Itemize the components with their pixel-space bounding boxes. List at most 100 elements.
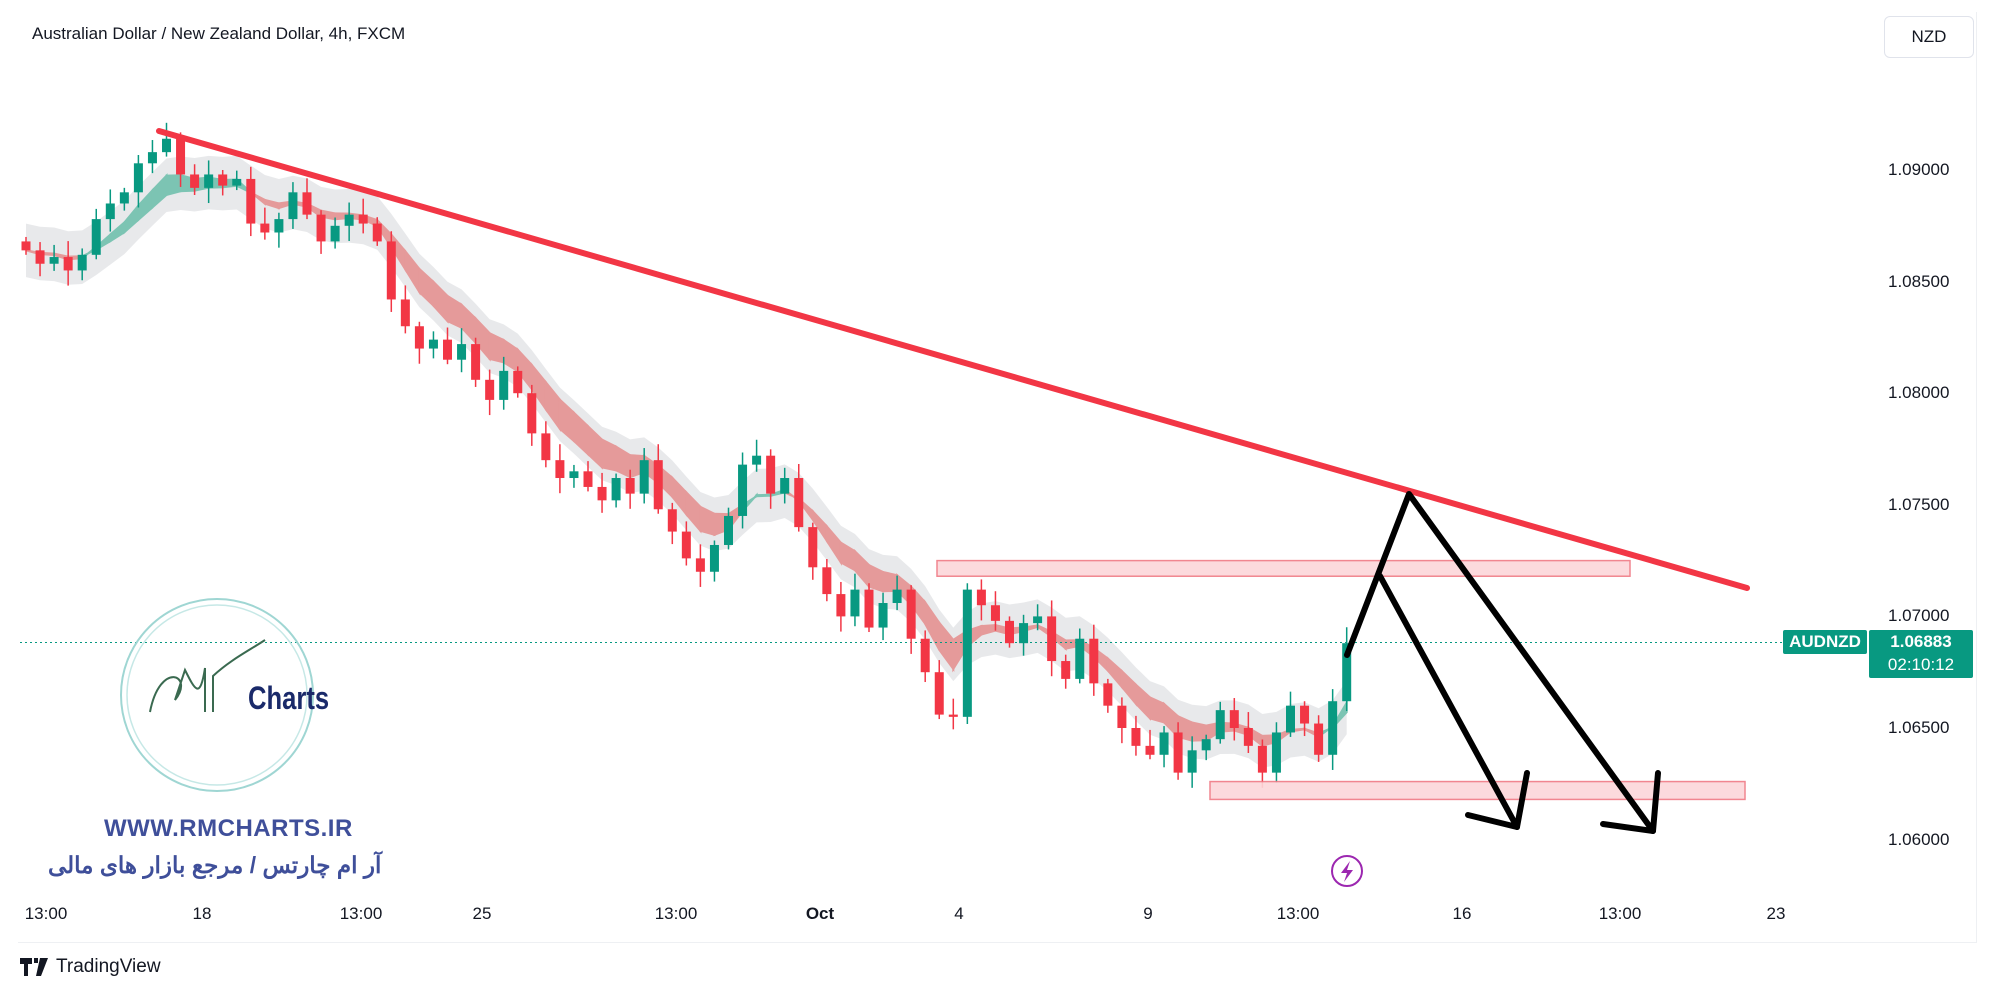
candle-body	[204, 174, 214, 188]
candle-body	[766, 455, 776, 494]
candle-body	[1131, 728, 1141, 746]
candle-body	[850, 589, 860, 617]
candle-body	[105, 203, 115, 220]
candle-body	[274, 219, 284, 233]
projection-arrow-short	[1377, 573, 1520, 830]
price-tick: 1.08500	[1888, 272, 1950, 291]
candle-body	[1061, 661, 1071, 679]
candle-body	[597, 486, 607, 501]
candle-body	[667, 509, 677, 532]
watermark-tagline: آر ام چارتس / مرجع بازار های مالی	[48, 852, 382, 878]
candle-body	[1187, 750, 1197, 773]
candle-body	[428, 339, 438, 349]
candle-body	[21, 241, 31, 251]
candle-body	[1173, 732, 1183, 773]
candle-body	[962, 589, 972, 717]
time-tick: 16	[1452, 904, 1472, 923]
projection-arrow-long	[1344, 491, 1656, 834]
candle-body	[878, 603, 888, 628]
tradingview-brand[interactable]: TradingView	[20, 956, 161, 978]
candle-body	[316, 214, 326, 242]
candle-body	[485, 379, 495, 400]
candle-body	[119, 192, 129, 204]
candle-body	[1117, 705, 1127, 728]
time-tick: 18	[192, 904, 212, 923]
time-tick: 13:00	[654, 904, 698, 923]
candle-body	[1229, 710, 1239, 728]
candle-body	[724, 515, 733, 545]
ma-ribbon-segment	[1191, 721, 1208, 742]
candle-body	[808, 527, 818, 568]
candle-body	[77, 254, 87, 271]
time-tick: 13:00	[339, 904, 383, 923]
candle-body	[1159, 732, 1169, 755]
watermark-logo-text: Charts	[248, 680, 330, 716]
current-price: 1.06883	[1890, 632, 1952, 651]
candle-body	[1033, 616, 1043, 624]
candle-body	[218, 174, 228, 186]
candle-body	[1103, 683, 1113, 706]
candle-body	[948, 714, 958, 717]
candle-body	[541, 433, 551, 461]
candle-body	[1201, 739, 1211, 751]
candle-body	[1145, 745, 1155, 755]
price-tick: 1.08000	[1888, 383, 1950, 402]
candle-body	[330, 225, 340, 242]
candle-body	[1300, 705, 1310, 724]
candle-body	[794, 478, 804, 528]
time-tick: 23	[1766, 904, 1786, 923]
candle-body	[681, 531, 691, 559]
candle-body	[1047, 616, 1057, 662]
watermark-url: WWW.RMCHARTS.IR	[104, 815, 353, 842]
candle-body	[611, 478, 621, 501]
candle-body	[836, 594, 846, 617]
candle-body	[176, 138, 186, 175]
candle-body	[555, 460, 565, 479]
candle-body	[1243, 728, 1253, 746]
candle-body	[934, 672, 944, 715]
candle-body	[625, 478, 635, 494]
candle-body	[920, 638, 930, 673]
candle-body	[1089, 638, 1099, 684]
ma-ribbon-segment	[755, 493, 772, 498]
currency-button[interactable]: NZD	[1884, 16, 1974, 58]
ma-ribbon-segment	[882, 570, 899, 593]
candle-body	[344, 214, 354, 226]
candle-body	[1314, 723, 1324, 755]
watermark-logo-signature	[149, 639, 266, 713]
time-tick: 25	[472, 904, 492, 923]
descending-trendline	[156, 128, 1750, 591]
candle-body	[1005, 620, 1014, 644]
candle-body	[414, 326, 424, 349]
candle-body	[35, 250, 45, 264]
arrowhead-icon	[1600, 770, 1661, 834]
candle-body	[260, 223, 270, 233]
chart-pane[interactable]	[18, 12, 1977, 943]
ma-band	[26, 155, 1347, 768]
time-tick: 13:00	[1598, 904, 1642, 923]
current-price-label: 1.06883 02:10:12	[1869, 630, 1973, 678]
candle-body	[499, 370, 509, 400]
candle-body	[358, 214, 368, 224]
candle-body	[1019, 623, 1029, 644]
ma-ribbon-segment	[165, 174, 182, 197]
candle-body	[1075, 638, 1085, 679]
candle-body	[653, 460, 663, 510]
resistance-zone	[936, 559, 1631, 577]
candle-body	[752, 455, 762, 465]
candle-body	[709, 544, 719, 572]
watermark-logo-ring	[126, 604, 308, 786]
candle-body	[1328, 701, 1338, 755]
candle-body	[190, 174, 200, 188]
candle-body	[288, 192, 298, 220]
candle-body	[232, 178, 242, 186]
tradingview-logo-icon	[20, 958, 48, 976]
candle-body	[49, 257, 59, 264]
candle-body	[1271, 732, 1281, 773]
candle-body	[457, 344, 467, 360]
candle-body	[583, 471, 593, 487]
price-tick: 1.07500	[1888, 495, 1950, 514]
candle-body	[976, 589, 986, 606]
candle-body	[162, 138, 171, 153]
